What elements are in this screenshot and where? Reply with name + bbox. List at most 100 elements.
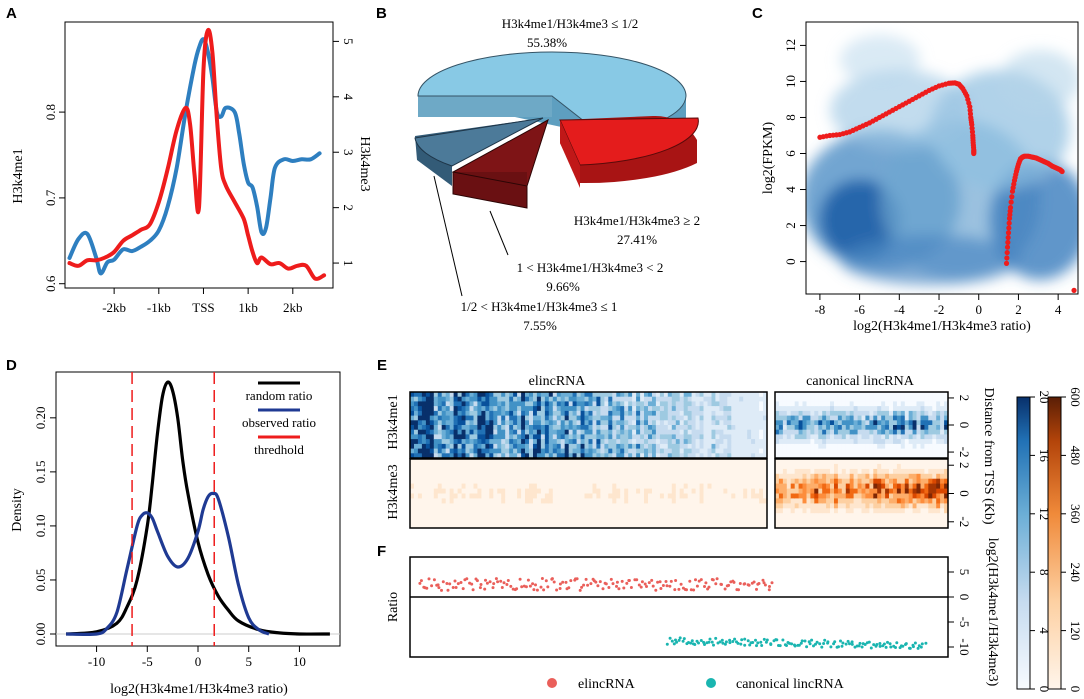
heat-cell-elinc-me1 (533, 415, 538, 421)
heat-cell-elinc-me1 (529, 443, 534, 450)
heat-cell-elinc-me3 (707, 523, 713, 528)
heat-cell-elinc-me1 (489, 420, 494, 426)
panel-d-axes: -10 -5 0 5 100.000.050.100.150.20 (33, 406, 306, 669)
heat-cell-elinc-me3 (743, 468, 748, 475)
panel-f-point-canonical-lincRNA (708, 637, 712, 641)
heat-cell-elinc-me3 (540, 483, 546, 490)
heat-cell-elinc-me1 (548, 443, 554, 450)
heat-cell-elinc-me3 (644, 478, 649, 485)
heat-cell-canon-me1 (932, 410, 937, 417)
heat-cell-canon-me3 (896, 523, 902, 528)
heat-cell-elinc-me3 (453, 508, 459, 514)
heat-cell-elinc-me3 (414, 508, 419, 514)
heat-cell-elinc-me3 (731, 459, 736, 465)
panel-f-point-canonical-lincRNA (762, 637, 766, 641)
heat-cell-elinc-me1 (735, 439, 740, 445)
panel-f-point-elincRNA (738, 582, 742, 585)
heat-cell-canon-me3 (936, 459, 941, 465)
heat-cell-elinc-me3 (640, 488, 645, 495)
heat-cell-elinc-me3 (477, 513, 482, 519)
heat-cell-elinc-me3 (548, 493, 554, 499)
heat-cell-elinc-me1 (564, 415, 570, 421)
heat-cell-canon-me3 (849, 488, 855, 495)
heat-cell-canon-me3 (778, 503, 784, 509)
heat-cell-canon-me3 (893, 483, 898, 490)
panel-f-point-elincRNA (762, 581, 766, 585)
heat-cell-elinc-me1 (636, 443, 641, 450)
heat-cell-canon-me1 (806, 425, 811, 431)
heat-cell-canon-me1 (908, 410, 914, 417)
heat-cell-elinc-me3 (521, 468, 526, 475)
heat-cell-canon-me3 (877, 483, 882, 490)
pie-slice-h3k4me1-high (559, 117, 699, 166)
heat-cell-elinc-me3 (652, 473, 657, 480)
heat-cell-canon-me3 (814, 473, 819, 480)
heat-cell-canon-me3 (802, 518, 807, 524)
heat-cell-canon-me1 (912, 425, 918, 431)
heat-cell-elinc-me1 (580, 448, 586, 454)
heat-cell-elinc-me1 (469, 434, 475, 440)
heat-cell-elinc-me3 (414, 518, 419, 524)
panel-f-point-elincRNA (488, 580, 492, 584)
heat-cell-elinc-me3 (465, 523, 471, 528)
heat-cell-elinc-me1 (687, 434, 693, 440)
heat-cell-canon-me3 (794, 498, 800, 504)
heat-cell-canon-me1 (900, 392, 906, 398)
heat-cell-elinc-me3 (715, 483, 720, 490)
heat-cell-canon-me1 (865, 439, 870, 445)
heat-cell-elinc-me1 (417, 420, 423, 426)
heat-cell-canon-me3 (944, 503, 948, 509)
heat-cell-elinc-me1 (655, 448, 661, 454)
heat-cell-elinc-me3 (699, 463, 705, 470)
heat-cell-elinc-me1 (513, 420, 518, 426)
heat-cell-elinc-me3 (731, 488, 736, 495)
heat-cell-elinc-me1 (763, 396, 767, 402)
heat-cell-elinc-me1 (548, 420, 554, 426)
heat-cell-canon-me3 (853, 498, 859, 504)
panel-a-bottom-tick-label: 2kb (283, 300, 303, 315)
heat-cell-canon-me3 (932, 463, 937, 470)
heat-cell-elinc-me3 (441, 473, 447, 480)
heat-cell-elinc-me1 (596, 415, 601, 421)
heat-cell-elinc-me1 (612, 429, 617, 435)
colorbar_blue-tick-label: 8 (1037, 569, 1052, 576)
heat-cell-elinc-me1 (612, 401, 617, 407)
heat-cell-canon-me1 (873, 453, 878, 459)
heat-cell-elinc-me3 (489, 513, 494, 519)
heat-cell-canon-me3 (806, 478, 811, 485)
heat-cell-canon-me3 (826, 508, 831, 514)
heat-cell-canon-me3 (877, 468, 882, 475)
heat-cell-elinc-me1 (739, 425, 744, 431)
pie-label-mid: 1 < H3k4me1/H3k4me3 < 2 (517, 260, 664, 275)
heat-cell-elinc-me3 (564, 523, 570, 528)
heat-cell-canon-me1 (798, 443, 804, 450)
heat-cell-canon-me1 (775, 406, 780, 412)
heat-cell-canon-me1 (845, 410, 851, 417)
heat-cell-canon-me1 (861, 396, 866, 402)
heat-cell-elinc-me1 (540, 420, 546, 426)
heat-cell-elinc-me3 (592, 523, 598, 528)
panel-f-point-elincRNA (456, 582, 460, 586)
heat-cell-canon-me3 (786, 518, 792, 524)
panel-c-y-tick-label: 2 (783, 222, 798, 229)
heat-cell-canon-me3 (936, 468, 941, 475)
panel-a-left-axis-label: H3k4me1 (11, 148, 26, 203)
heat-cell-elinc-me3 (572, 483, 578, 490)
heat-cell-canon-me3 (837, 503, 843, 509)
heat-cell-canon-me1 (928, 443, 933, 450)
heat-cell-elinc-me3 (485, 523, 490, 528)
heat-cell-elinc-me3 (588, 508, 594, 514)
heat-cell-elinc-me3 (652, 493, 657, 499)
heat-cell-elinc-me1 (576, 410, 582, 417)
heat-cell-elinc-me1 (477, 443, 482, 450)
heat-cell-canon-me3 (794, 483, 800, 490)
heat-cell-canon-me3 (900, 483, 906, 490)
heat-cell-elinc-me1 (433, 396, 439, 402)
heat-cell-canon-me3 (834, 493, 839, 499)
heat-cell-canon-me1 (885, 406, 890, 412)
pie-pct-low: 55.38% (527, 35, 567, 50)
heat-cell-canon-me3 (889, 488, 894, 495)
heat-cell-elinc-me3 (465, 473, 471, 480)
heat-cell-canon-me1 (849, 443, 855, 450)
heat-cell-elinc-me3 (477, 498, 482, 504)
